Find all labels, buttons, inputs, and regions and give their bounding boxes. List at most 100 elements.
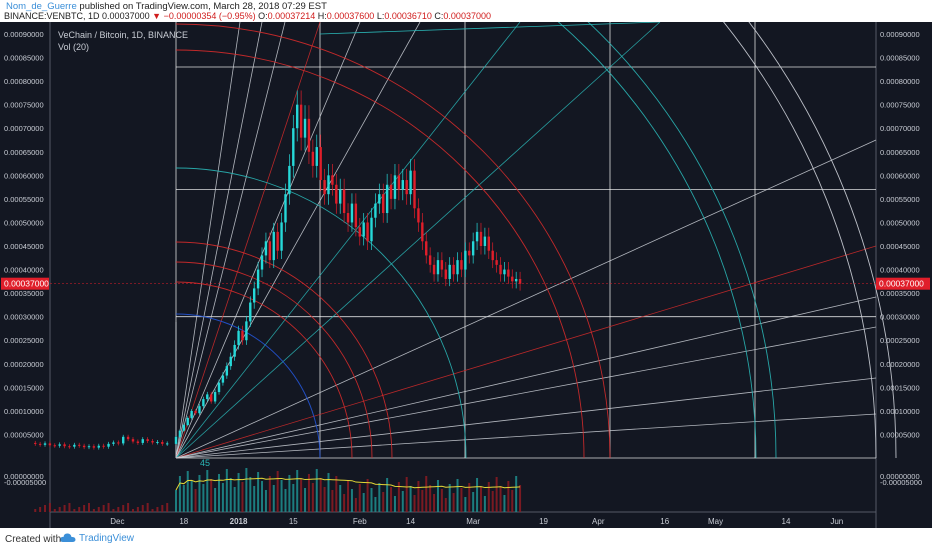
candle-body (102, 445, 105, 447)
gann-arc (175, 23, 611, 459)
chart-title: VeChain / Bitcoin, 1D, BINANCE (58, 30, 188, 40)
volume-bar (276, 471, 279, 512)
volume-bar (472, 492, 475, 512)
volume-bar (156, 507, 159, 512)
right-axis-tick-label: 0.00055000 (880, 195, 920, 204)
candle-body (518, 278, 522, 284)
volume-bar (280, 480, 283, 512)
volume-bar (175, 490, 177, 512)
candle-body (401, 180, 404, 190)
gann-arc (175, 261, 373, 459)
volume-bar (417, 481, 420, 512)
gann-fan-line (175, 296, 877, 459)
candle-body (268, 241, 272, 261)
candle-body (237, 330, 240, 345)
candle-body (136, 441, 140, 443)
right-axis-tick-label: 0.00085000 (880, 54, 920, 63)
volume-bar (362, 493, 365, 512)
time-axis-tick-label: Mar (466, 517, 480, 526)
price-change: −0.00000354 (−0.95%) (163, 11, 256, 21)
gann-fan-line (175, 22, 361, 459)
candle-body (452, 264, 455, 275)
volume-bar (511, 490, 514, 512)
volume-bar (229, 478, 232, 512)
tradingview-brand: TradingView (79, 532, 135, 544)
volume-bar (127, 503, 130, 512)
candle-body (460, 260, 463, 270)
candle-body (182, 425, 186, 431)
gann-arc (748, 22, 897, 459)
gann-arc (722, 22, 877, 459)
candle-body (468, 250, 471, 256)
volume-bar (350, 489, 353, 512)
candle-body (97, 445, 100, 448)
gann-fan-line (175, 22, 421, 459)
volume-bar (122, 505, 125, 512)
ohlc-line: BINANCE:VENBTC, 1D 0.00037000 ▼ −0.00000… (4, 11, 491, 21)
volume-bar (112, 509, 115, 512)
right-price-axis: 0.00090000 0.00085000 0.00080000 0.00075000… (880, 30, 922, 487)
left-axis-tick-label: 0.00045000 (4, 242, 44, 251)
gann-fan-line (175, 22, 241, 459)
right-axis-tick-label: 0.00015000 (880, 383, 920, 392)
time-axis-tick-label: Apr (592, 517, 605, 526)
volume-bar (491, 491, 494, 512)
candle-body (78, 444, 81, 446)
gann-fan-line (175, 22, 521, 459)
volume-bar (433, 494, 436, 512)
candle-body (311, 151, 315, 166)
candle-body (425, 241, 428, 256)
down-arrow-icon: ▼ (152, 11, 162, 21)
published-text: published on TradingView.com, March 28, … (76, 1, 327, 12)
symbol-label: BINANCE:VENBTC, 1D (4, 11, 100, 21)
volume-bar (456, 479, 459, 512)
volume-bar (401, 491, 404, 512)
tradingview-logo[interactable]: TradingView (60, 532, 134, 544)
gann-arc (557, 22, 757, 459)
chart-canvas[interactable]: 0.00090000 0.00085000 0.00080000 0.00075000… (0, 22, 932, 528)
candle-body (331, 175, 334, 185)
candle-body (440, 260, 444, 270)
candle-body (448, 264, 451, 279)
volume-bar (343, 494, 346, 512)
candle-body (264, 241, 268, 256)
candle-body (68, 446, 71, 448)
gann-fan-line (175, 22, 661, 459)
volume-bar (307, 474, 310, 512)
time-axis-tick-label: 14 (406, 517, 415, 526)
candle-body (366, 222, 369, 242)
candle-body (174, 436, 178, 444)
volume-bar (444, 498, 447, 512)
right-axis-tick-label: 0.00060000 (880, 171, 920, 180)
high-value: 0.00037600 (326, 11, 375, 21)
candle-body (126, 436, 130, 440)
gann-fan-line (175, 22, 263, 459)
candle-body (417, 208, 420, 223)
candle-body (206, 394, 209, 400)
candle-body (319, 147, 322, 181)
volume-bar (366, 479, 369, 512)
gann-arc (175, 281, 353, 459)
author-link[interactable]: Nom_de_Guerre (6, 1, 77, 12)
volume-bar (378, 483, 381, 512)
right-axis-tick-label: 0.00065000 (880, 148, 920, 157)
volume-bar (421, 490, 424, 512)
volume-bar (107, 503, 110, 512)
candle-body (260, 255, 264, 270)
left-axis-tick-label: 0.00050000 (4, 218, 44, 227)
volume-bar (264, 490, 267, 512)
time-axis-tick-label: 18 (179, 517, 188, 526)
volume-bar (34, 509, 37, 512)
gann-fan-line (175, 413, 877, 459)
volume-indicator-label: Vol (20) (58, 42, 89, 52)
volume-bar (221, 483, 224, 512)
candle-body (202, 399, 205, 407)
volume-bar (284, 489, 287, 512)
gann-fan-line (175, 22, 286, 459)
volume-bar (440, 489, 443, 512)
left-axis-tick-label: 0.00080000 (4, 77, 44, 86)
volume-bar (225, 469, 228, 512)
created-with-label: Created with (5, 534, 62, 545)
candle-body (146, 439, 149, 442)
candle-body (107, 443, 110, 447)
